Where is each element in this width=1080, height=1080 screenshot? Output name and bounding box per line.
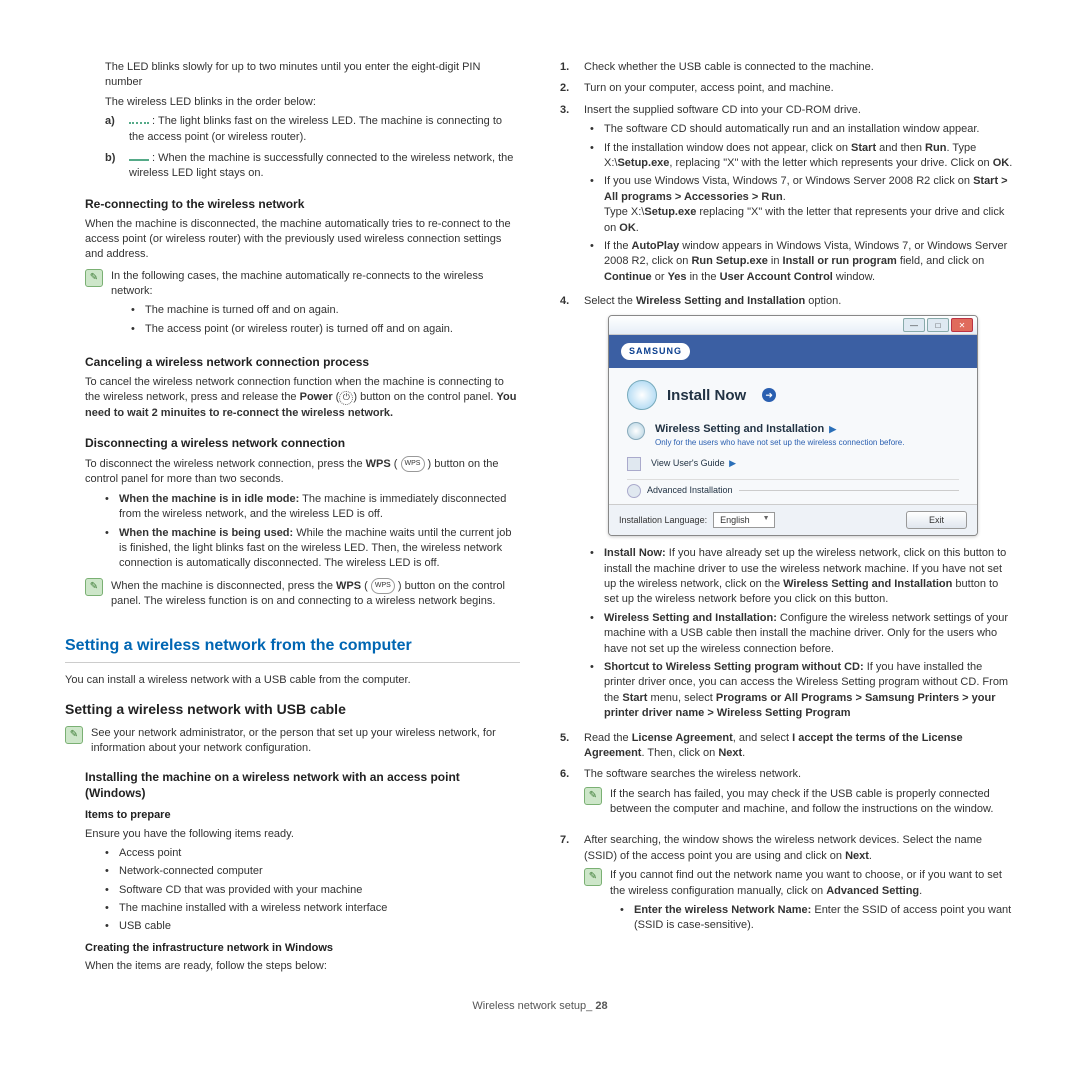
note-icon xyxy=(85,578,103,596)
infra-heading: Creating the infrastructure network in W… xyxy=(85,941,520,956)
page-footer: Wireless network setup_ 28 xyxy=(65,999,1015,1014)
list-item: The software CD should automatically run… xyxy=(590,122,1015,137)
disconnect-text: To disconnect the wireless network conne… xyxy=(85,456,520,488)
install-now-icon xyxy=(627,380,657,410)
list-item: The machine installed with a wireless ne… xyxy=(105,901,520,916)
step-5: 5.Read the License Agreement, and select… xyxy=(560,731,1015,762)
step-b: b) : When the machine is successfully co… xyxy=(105,151,520,182)
step-4: 4. Select the Wireless Setting and Insta… xyxy=(560,294,1015,724)
note-icon xyxy=(584,787,602,805)
wps-icon xyxy=(371,578,395,594)
step-1: 1.Check whether the USB cable is connect… xyxy=(560,60,1015,75)
list-item: Shortcut to Wireless Setting program wit… xyxy=(590,660,1015,722)
exit-button[interactable]: Exit xyxy=(906,511,967,530)
wsi-subtitle: Only for the users who have not set up t… xyxy=(655,437,904,448)
install-now-button[interactable]: Install Now xyxy=(667,385,746,406)
language-select[interactable]: English xyxy=(713,512,775,529)
list-item: The access point (or wireless router) is… xyxy=(131,322,520,337)
intro-text-2: The wireless LED blinks in the order bel… xyxy=(105,95,520,110)
note-icon xyxy=(65,726,83,744)
section-heading: Setting a wireless network from the comp… xyxy=(65,635,520,662)
reconnecting-text: When the machine is disconnected, the ma… xyxy=(85,217,520,263)
wireless-setting-button[interactable]: Wireless Setting and Installation xyxy=(655,422,904,437)
advanced-note: If you cannot find out the network name … xyxy=(610,868,1015,899)
language-label: Installation Language: xyxy=(619,514,707,527)
step-7: 7. After searching, the window shows the… xyxy=(560,833,1015,942)
reconnecting-heading: Re-connecting to the wireless network xyxy=(85,196,520,213)
reconnect-note: In the following cases, the machine auto… xyxy=(111,269,520,300)
section-intro: You can install a wireless network with … xyxy=(65,673,520,688)
usb-heading: Setting a wireless network with USB cabl… xyxy=(65,700,520,720)
step-3: 3. Insert the supplied software CD into … xyxy=(560,103,1015,288)
list-item: The machine is turned off and on again. xyxy=(131,303,520,318)
usb-note: See your network administrator, or the p… xyxy=(91,726,520,757)
cancel-heading: Canceling a wireless network connection … xyxy=(85,354,520,371)
led-blink-icon xyxy=(129,118,149,124)
list-item: When the machine is in idle mode: The ma… xyxy=(105,492,520,523)
disconnect-note: When the machine is disconnected, press … xyxy=(111,578,520,610)
play-icon xyxy=(729,458,736,468)
wps-icon xyxy=(401,456,425,472)
items-heading: Items to prepare xyxy=(85,808,520,823)
note-icon xyxy=(584,868,602,886)
list-item: Software CD that was provided with your … xyxy=(105,883,520,898)
list-item: Wireless Setting and Installation: Confi… xyxy=(590,611,1015,657)
list-item: When the machine is being used: While th… xyxy=(105,526,520,572)
ap-heading: Installing the machine on a wireless net… xyxy=(85,769,520,803)
infra-text: When the items are ready, follow the ste… xyxy=(85,959,520,974)
step-6: 6. The software searches the wireless ne… xyxy=(560,767,1015,827)
led-solid-icon xyxy=(129,155,149,161)
list-item: Enter the wireless Network Name: Enter t… xyxy=(620,903,1015,934)
arrow-icon xyxy=(762,388,776,402)
play-icon xyxy=(829,424,836,434)
step-2: 2.Turn on your computer, access point, a… xyxy=(560,81,1015,96)
list-item: USB cable xyxy=(105,919,520,934)
note-icon xyxy=(85,269,103,287)
installer-window: — □ ✕ SAMSUNG Install Now xyxy=(608,315,978,536)
advanced-icon xyxy=(627,484,641,498)
list-item: If the installation window does not appe… xyxy=(590,141,1015,172)
wireless-setting-icon xyxy=(627,422,645,440)
list-item: Access point xyxy=(105,846,520,861)
cancel-text: To cancel the wireless network connectio… xyxy=(85,375,520,421)
list-item: Install Now: If you have already set up … xyxy=(590,546,1015,608)
disconnect-heading: Disconnecting a wireless network connect… xyxy=(85,435,520,452)
intro-text: The LED blinks slowly for up to two minu… xyxy=(105,60,520,91)
power-icon xyxy=(339,391,353,405)
close-button[interactable]: ✕ xyxy=(951,318,973,332)
items-text: Ensure you have the following items read… xyxy=(85,827,520,842)
list-item: If the AutoPlay window appears in Window… xyxy=(590,239,1015,285)
advanced-install-button[interactable]: Advanced Installation xyxy=(647,484,733,497)
guide-icon xyxy=(627,457,641,471)
minimize-button[interactable]: — xyxy=(903,318,925,332)
step-a: a) : The light blinks fast on the wirele… xyxy=(105,114,520,145)
view-guide-button[interactable]: View User's Guide xyxy=(651,457,736,470)
list-item: If you use Windows Vista, Windows 7, or … xyxy=(590,174,1015,236)
search-fail-note: If the search has failed, you may check … xyxy=(610,787,1015,818)
maximize-button[interactable]: □ xyxy=(927,318,949,332)
samsung-logo: SAMSUNG xyxy=(621,343,690,360)
list-item: Network-connected computer xyxy=(105,864,520,879)
